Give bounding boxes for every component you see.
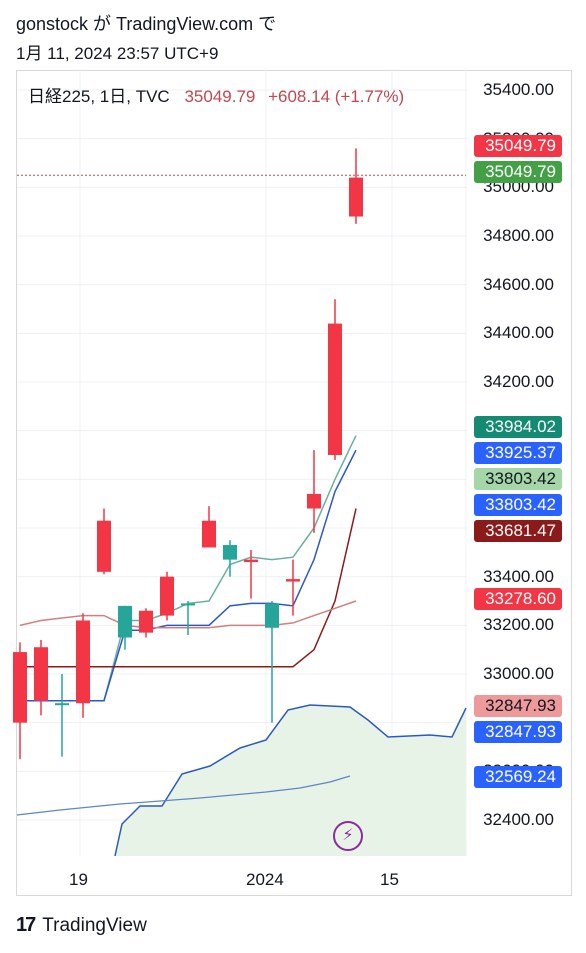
legend-value: 35049.79 (184, 87, 256, 106)
price-badge: 32847.93 (474, 695, 562, 717)
candle-body (349, 177, 363, 217)
price-tick-label: 34200.00 (483, 372, 554, 391)
chart-legend[interactable]: 日経225, 1日, TVC 35049.79 +608.14 (+1.77%) (28, 82, 404, 107)
price-badge: 33278.60 (474, 588, 562, 610)
candle-body (181, 603, 195, 606)
candle-body (97, 520, 111, 572)
price-tick-label: 33000.00 (483, 664, 554, 683)
price-tick-label: 35400.00 (483, 80, 554, 99)
kumo-cloud (115, 705, 466, 856)
candle-body (34, 647, 48, 701)
candle-body (55, 703, 69, 706)
candle-body (244, 559, 258, 563)
candle-body (160, 576, 174, 616)
candle-body (13, 652, 27, 723)
price-badge: 33803.42 (474, 468, 562, 490)
price-tick-label: 34800.00 (483, 226, 554, 245)
price-badge: 35049.79 (474, 161, 562, 183)
price-tick-label: 34600.00 (483, 274, 554, 294)
series-tenkan (20, 435, 357, 702)
price-tick-label: 33400.00 (483, 566, 554, 586)
price-badge: 33803.42 (474, 494, 562, 516)
candle-body (118, 605, 132, 638)
legend-change: +608.14 (+1.77%) (268, 87, 405, 106)
time-tick-label: 15 (380, 870, 399, 889)
series-leading (20, 508, 357, 668)
kumo-span-b-line (114, 704, 467, 857)
time-tick-label: 19 (69, 870, 88, 889)
candle-body (202, 520, 216, 548)
header-timestamp: 1月 11, 2024 23:57 UTC+9 (16, 44, 219, 63)
series-kijun (20, 449, 357, 702)
candle-body (223, 545, 237, 560)
time-tick-label: 2024 (246, 870, 284, 889)
price-badge: 33681.47 (474, 520, 562, 542)
price-badge: 35049.79 (474, 135, 562, 157)
candle-body (76, 620, 90, 704)
candle-body (328, 323, 342, 455)
bolt-icon[interactable]: ⚡ (333, 821, 363, 851)
price-tick-label: 33200.00 (483, 615, 554, 635)
header-title: gonstock が TradingView.com で (16, 14, 277, 34)
chart-frame[interactable] (16, 70, 572, 896)
lower-moving-average (16, 775, 351, 816)
footer-logo-text: TradingView (42, 914, 147, 936)
candle-body (139, 610, 153, 633)
legend-symbol: 日経225, 1日, TVC (28, 87, 170, 106)
price-tick-label: 32400.00 (483, 810, 554, 829)
price-tick-label: 34400.00 (483, 323, 554, 343)
tradingview-footer[interactable]: 17 TradingView (16, 914, 147, 937)
candle-body (286, 579, 300, 582)
price-badge: 33984.02 (474, 416, 562, 438)
tradingview-logo-icon: 17 (16, 914, 36, 936)
price-badge: 32569.24 (474, 766, 562, 788)
price-badge: 32847.93 (474, 721, 562, 743)
price-badge: 33925.37 (474, 442, 562, 464)
candle-body (265, 603, 279, 628)
candle-body (307, 493, 321, 509)
